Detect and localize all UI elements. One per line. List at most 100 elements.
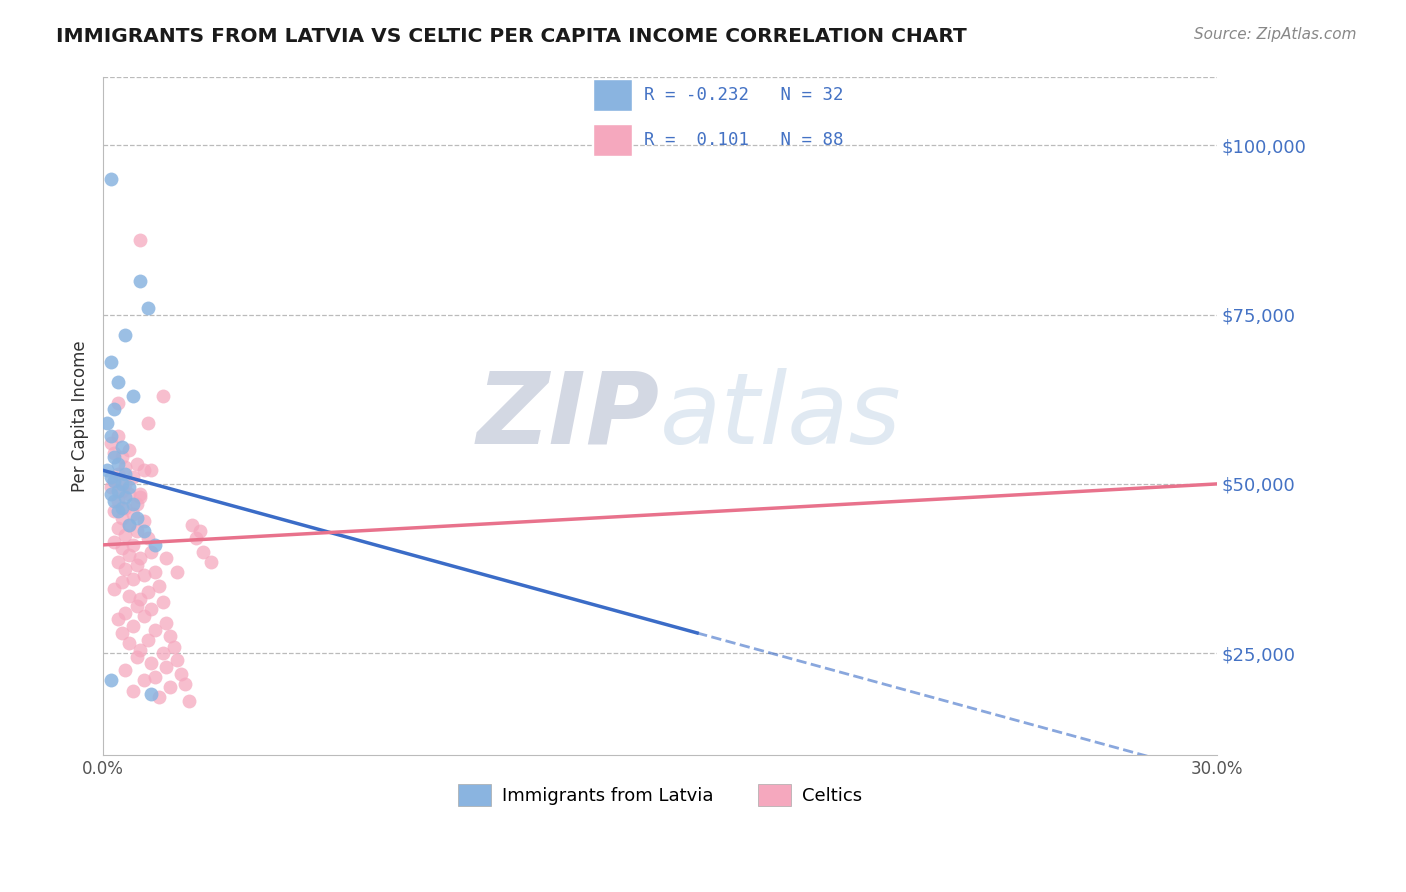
Point [136, 585, 159, 599]
Point [129, 643, 152, 657]
Point [181, 517, 204, 532]
Point [155, 615, 177, 630]
Point [132, 514, 155, 528]
Point [114, 500, 136, 515]
Point [177, 694, 200, 708]
Point [121, 619, 143, 633]
Point [111, 510, 134, 524]
Point [163, 640, 186, 654]
Point [148, 690, 170, 705]
Point [114, 460, 136, 475]
Point [100, 487, 122, 501]
Point [118, 443, 141, 458]
Point [96, 416, 118, 430]
Point [155, 551, 177, 566]
Point [166, 653, 188, 667]
Bar [592, 124, 631, 156]
Point [100, 436, 122, 450]
Point [141, 544, 163, 558]
Point [100, 480, 122, 494]
Point [166, 565, 188, 579]
Point [121, 470, 143, 484]
Point [159, 680, 181, 694]
Point [141, 657, 163, 671]
Point [100, 470, 122, 484]
Point [121, 497, 143, 511]
Point [125, 649, 148, 664]
Point [152, 389, 174, 403]
Text: R =  0.101   N = 88: R = 0.101 N = 88 [644, 131, 844, 149]
Point [118, 517, 141, 532]
Point [118, 517, 141, 532]
Bar [592, 78, 631, 111]
Point [107, 555, 129, 569]
Point [114, 477, 136, 491]
Point [143, 623, 166, 637]
Point [118, 589, 141, 603]
Point [111, 500, 134, 515]
Point [114, 663, 136, 677]
Point [129, 592, 152, 607]
Point [118, 487, 141, 501]
Point [103, 493, 125, 508]
Point [143, 565, 166, 579]
Point [107, 504, 129, 518]
Point [114, 527, 136, 541]
Point [118, 636, 141, 650]
Point [103, 402, 125, 417]
Point [103, 504, 125, 518]
Point [121, 389, 143, 403]
Text: R = -0.232   N = 32: R = -0.232 N = 32 [644, 86, 844, 103]
Text: ZIP: ZIP [477, 368, 659, 465]
Point [107, 376, 129, 390]
Point [132, 609, 155, 624]
Point [114, 606, 136, 620]
Point [121, 683, 143, 698]
Point [132, 463, 155, 477]
Point [111, 440, 134, 454]
Point [125, 599, 148, 613]
Point [114, 561, 136, 575]
Text: IMMIGRANTS FROM LATVIA VS CELTIC PER CAPITA INCOME CORRELATION CHART: IMMIGRANTS FROM LATVIA VS CELTIC PER CAP… [56, 27, 967, 45]
Point [141, 463, 163, 477]
Point [200, 555, 222, 569]
Point [103, 450, 125, 464]
Point [107, 612, 129, 626]
Point [100, 172, 122, 186]
Point [114, 491, 136, 505]
Point [129, 487, 152, 501]
Point [136, 632, 159, 647]
Point [129, 274, 152, 288]
Point [107, 395, 129, 409]
Point [118, 548, 141, 562]
Point [111, 450, 134, 464]
Point [114, 327, 136, 342]
Point [143, 670, 166, 684]
Text: Source: ZipAtlas.com: Source: ZipAtlas.com [1194, 27, 1357, 42]
Point [103, 534, 125, 549]
Point [107, 521, 129, 535]
Point [188, 524, 211, 539]
Point [96, 463, 118, 477]
Point [132, 673, 155, 688]
Point [136, 416, 159, 430]
Point [148, 578, 170, 592]
Point [100, 355, 122, 369]
Point [103, 474, 125, 488]
Point [136, 301, 159, 315]
Point [143, 538, 166, 552]
Point [193, 544, 215, 558]
Point [121, 538, 143, 552]
Y-axis label: Per Capita Income: Per Capita Income [72, 341, 89, 492]
Point [155, 660, 177, 674]
Point [141, 687, 163, 701]
Point [100, 429, 122, 443]
Point [107, 483, 129, 498]
Text: atlas: atlas [659, 368, 901, 465]
Point [152, 646, 174, 660]
Point [100, 673, 122, 688]
Point [159, 629, 181, 643]
Point [129, 551, 152, 566]
Point [125, 457, 148, 471]
Point [103, 446, 125, 460]
